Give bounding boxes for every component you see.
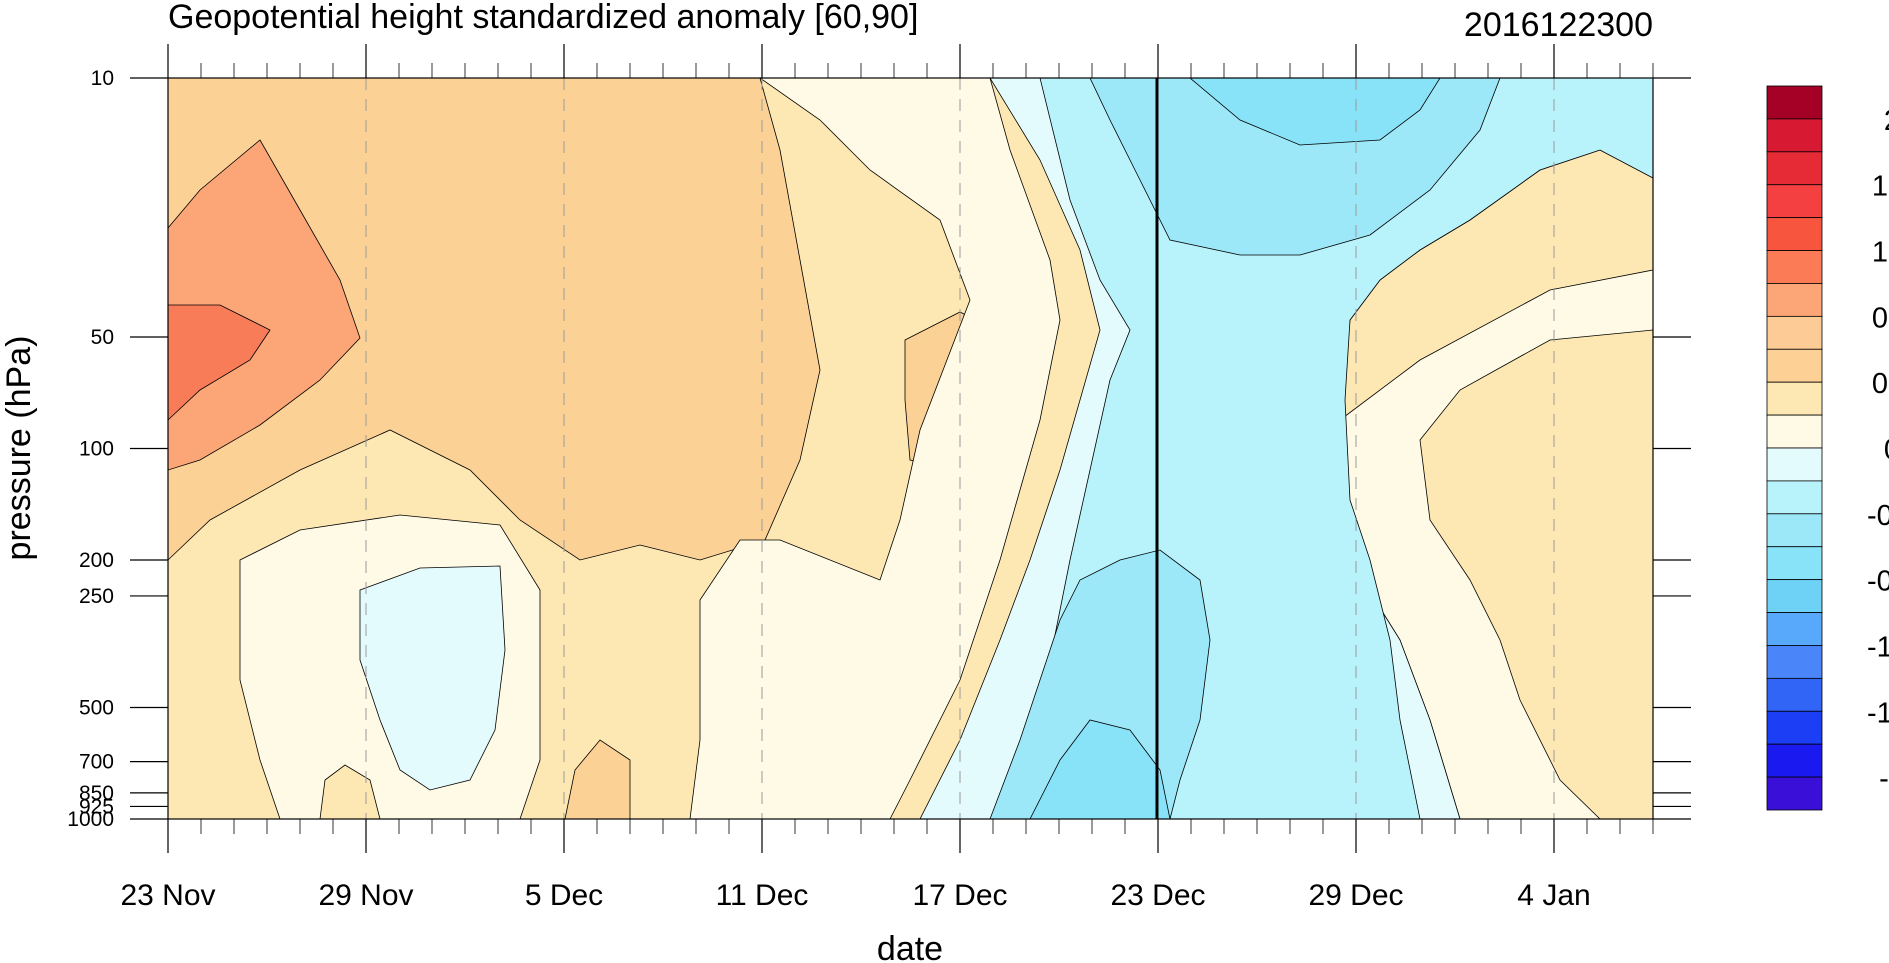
contour-light-island-2 — [319, 764, 381, 819]
colorbar-swatch — [1766, 612, 1823, 646]
contour-positive-peak — [168, 304, 271, 421]
contour-negative-lower-mid — [989, 549, 1211, 819]
colorbar-swatch — [1766, 283, 1823, 317]
contour-positive-right-core — [1419, 329, 1653, 819]
colorbar-label: 0.4 — [1872, 368, 1889, 400]
colorbar-label: 2 — [1884, 105, 1889, 137]
y-tick-label: 250 — [79, 585, 114, 608]
x-tick-label: 17 Dec — [912, 879, 1007, 912]
x-tick-label: 4 Jan — [1517, 879, 1590, 912]
colorbar-swatch — [1766, 85, 1823, 120]
colorbar-swatch — [1766, 184, 1823, 219]
y-axis-label: pressure (hPa) — [0, 336, 38, 561]
colorbar-swatch — [1766, 513, 1823, 548]
colorbar-swatch — [1766, 348, 1823, 383]
colorbar-label: -0.4 — [1867, 500, 1889, 532]
colorbar-swatch — [1766, 677, 1823, 712]
colorbar-label: -2 — [1879, 763, 1889, 795]
colorbar-swatch — [1766, 743, 1823, 778]
colorbar-label: 1.2 — [1872, 237, 1889, 269]
colorbar-swatch — [1766, 579, 1823, 613]
contour-negative-top-core — [1189, 78, 1441, 146]
x-axis-label: date — [877, 930, 943, 963]
x-tick-label: 23 Dec — [1110, 879, 1205, 912]
colorbar-swatch — [1766, 480, 1823, 515]
chart-timestamp: 2016122300 — [1464, 6, 1653, 44]
contour-negative-lower-core — [1029, 719, 1171, 819]
colorbar-swatch — [1766, 710, 1823, 745]
colorbar: 2 1.6 1.2 0.8 0.4 0 -0.4 -0.8 -1.2 -1.6 -2 — [1766, 85, 1889, 811]
y-tick-label: 925 — [79, 795, 114, 818]
contour-light-island-1 — [359, 565, 506, 791]
colorbar-swatch — [1766, 118, 1823, 153]
x-tick-label: 29 Nov — [318, 879, 413, 912]
y-tick-label: 1000 — [67, 808, 114, 831]
colorbar-swatch — [1766, 414, 1823, 449]
colorbar-label: 1.6 — [1872, 171, 1889, 203]
colorbar-swatch — [1766, 250, 1823, 284]
colorbar-swatch — [1766, 315, 1823, 350]
y-tick-label: 700 — [79, 751, 114, 774]
colorbar-swatch — [1766, 381, 1823, 416]
colorbar-swatch — [1766, 217, 1823, 251]
x-tick-label: 23 Nov — [120, 879, 215, 912]
contour-positive-outer — [168, 78, 821, 561]
y-tick-label: 850 — [79, 782, 114, 805]
colorbar-label: 0 — [1884, 434, 1889, 466]
contour-positive-mid — [168, 139, 361, 471]
colorbar-swatch — [1766, 447, 1823, 482]
contour-positive-island-3 — [564, 739, 631, 819]
colorbar-label: -0.8 — [1867, 566, 1889, 598]
y-tick-label: 200 — [79, 549, 114, 572]
colorbar-swatch — [1766, 546, 1823, 581]
colorbar-swatch — [1766, 776, 1823, 811]
contour-field — [168, 78, 1653, 819]
colorbar-label: -1.6 — [1867, 697, 1889, 729]
x-tick-label: 5 Dec — [525, 879, 603, 912]
x-tick-label: 29 Dec — [1308, 879, 1403, 912]
y-tick-label: 500 — [79, 696, 114, 719]
colorbar-label: 0.8 — [1872, 302, 1889, 334]
x-tick-label: 11 Dec — [716, 879, 809, 912]
x-axis-ticks: 23 Nov 29 Nov 5 Dec 11 Dec 17 Dec 23 Dec 29 De… — [120, 44, 1654, 912]
chart-title: Geopotential height standardized anomaly… — [168, 0, 918, 36]
colorbar-label: -1.2 — [1867, 631, 1889, 663]
colorbar-swatch — [1766, 151, 1823, 186]
colorbar-swatch — [1766, 645, 1823, 679]
y-tick-label: 10 — [91, 67, 114, 90]
y-tick-label: 50 — [91, 326, 114, 349]
y-tick-label: 100 — [79, 438, 114, 461]
